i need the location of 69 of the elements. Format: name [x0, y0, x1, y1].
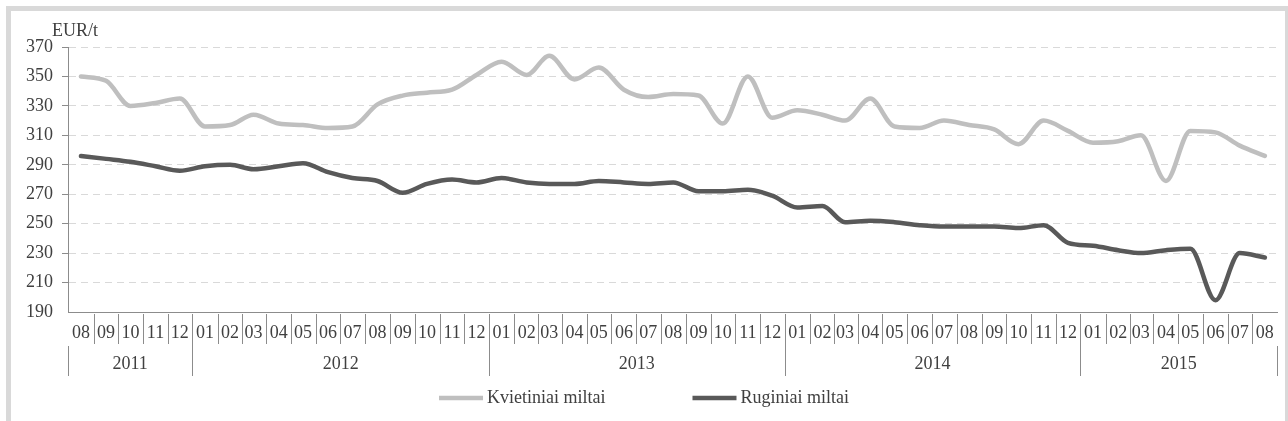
x-tick-label: 08	[664, 321, 683, 342]
x-tick-label: 03	[836, 321, 855, 342]
x-tick-label: 07	[639, 321, 658, 342]
x-tick-label: 03	[244, 321, 263, 342]
x-tick-label: 07	[343, 321, 362, 342]
x-tick-label: 07	[1230, 321, 1249, 342]
x-tick-label: 09	[985, 321, 1004, 342]
text: 2011	[112, 352, 148, 373]
x-tick-label: 12	[1058, 321, 1077, 342]
y-tick-label: 270	[26, 182, 53, 203]
y-tick-label: 230	[26, 241, 53, 262]
x-tick-label: 11	[1034, 321, 1053, 342]
x-tick-label: 10	[1009, 321, 1028, 342]
x-tick-label: 02	[517, 321, 536, 342]
x-tick-label: 09	[97, 321, 116, 342]
x-tick-label: 10	[417, 321, 436, 342]
x-tick-label: 09	[689, 321, 708, 342]
x-tick-label: 02	[1109, 321, 1128, 342]
line-series	[78, 53, 1268, 184]
x-tick-label: 08	[71, 321, 90, 342]
legend-label: Ruginiai miltai	[740, 386, 849, 407]
text: 2012	[322, 352, 359, 373]
x-tick-label: 06	[910, 321, 929, 342]
x-tick-label: 02	[221, 321, 240, 342]
x-tick-label: 04	[861, 321, 880, 342]
text: 2014	[914, 352, 951, 373]
y-tick-label: 190	[26, 300, 53, 321]
x-tick-label: 01	[788, 321, 807, 342]
legend-label: Kvietiniai miltai	[487, 386, 606, 407]
x-tick-label: 05	[589, 321, 608, 342]
x-tick-label: 08	[960, 321, 979, 342]
x-tick-label: 01	[492, 321, 511, 342]
y-axis-title: EUR/t	[52, 19, 99, 40]
y-tick-label: 330	[26, 94, 53, 115]
x-tick-label: 02	[813, 321, 832, 342]
x-tick-label: 01	[195, 321, 214, 342]
x-tick-label: 05	[1181, 321, 1200, 342]
x-tick-label: 10	[121, 321, 140, 342]
x-tick-label: 11	[146, 321, 165, 342]
y-tick-label: 370	[26, 35, 53, 56]
x-tick-label: 10	[713, 321, 732, 342]
x-tick-label: 11	[739, 321, 757, 342]
x-tick-label: 04	[565, 321, 584, 342]
x-tick-label: 01	[1084, 321, 1103, 342]
x-tick-label: 05	[885, 321, 904, 342]
y-tick-label: 210	[26, 271, 53, 292]
y-tick-label: 250	[26, 212, 53, 233]
x-tick-label: 03	[1131, 321, 1150, 342]
x-tick-label: 06	[319, 321, 338, 342]
x-tick-label: 12	[170, 321, 189, 342]
x-tick-label: 07	[934, 321, 953, 342]
x-tick-label: 12	[467, 321, 486, 342]
x-tick-label: 11	[443, 321, 461, 342]
y-tick-label: 290	[26, 153, 53, 174]
y-tick-label: 350	[26, 65, 53, 86]
text: 2015	[1160, 352, 1197, 373]
x-tick-label: 08	[1255, 321, 1274, 342]
x-tick-label: 08	[368, 321, 387, 342]
line-series	[78, 153, 1268, 303]
x-tick-label: 03	[540, 321, 559, 342]
x-tick-label: 04	[1156, 321, 1175, 342]
x-tick-label: 05	[293, 321, 312, 342]
text: 2013	[618, 352, 655, 373]
x-tick-label: 09	[393, 321, 412, 342]
x-tick-label: 06	[1206, 321, 1225, 342]
x-tick-label: 06	[614, 321, 633, 342]
y-tick-label: 310	[26, 124, 53, 145]
x-tick-label: 04	[269, 321, 288, 342]
x-tick-label: 12	[763, 321, 782, 342]
